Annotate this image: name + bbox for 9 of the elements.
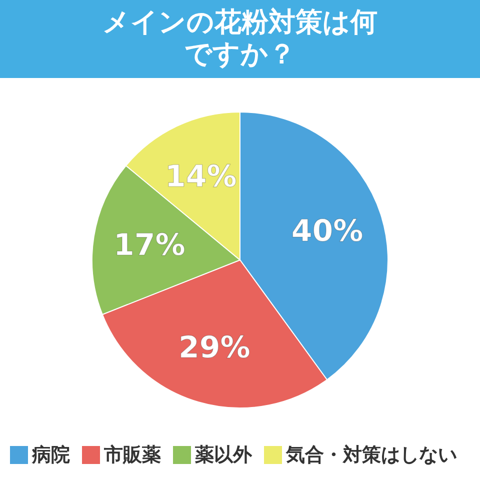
legend-label: 気合・対策はしない (285, 444, 457, 466)
data-label: 14% (165, 159, 237, 194)
legend-label: 薬以外 (194, 444, 253, 466)
chart-title: メインの花粉対策は何ですか？ (102, 7, 378, 71)
data-label: 40% (291, 214, 364, 250)
data-label: 17% (113, 228, 186, 264)
data-label: 29% (178, 330, 250, 366)
legend-label: 病院 (31, 444, 70, 466)
legend-label: 市販薬 (103, 444, 161, 466)
